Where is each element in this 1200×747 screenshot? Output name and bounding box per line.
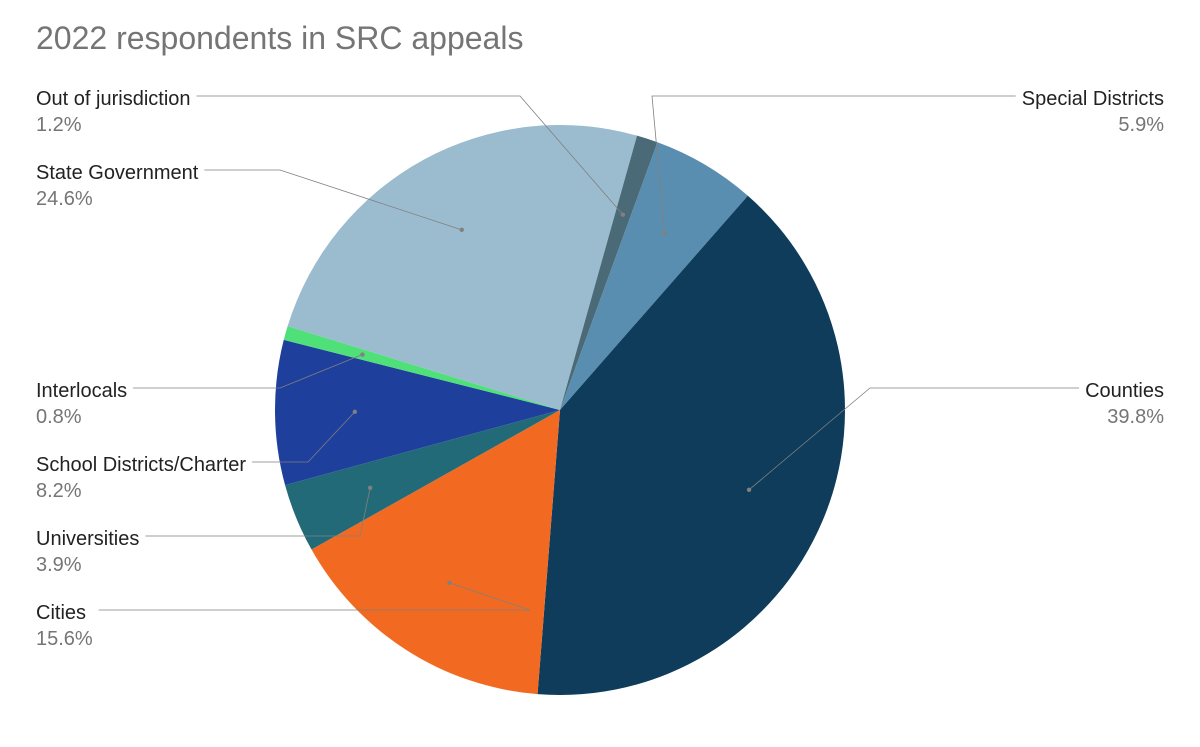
slice-label-name: Interlocals: [36, 378, 127, 404]
slice-label-name: Special Districts: [1022, 86, 1164, 112]
slice-label: School Districts/Charter8.2%: [36, 452, 246, 504]
slice-label: State Government24.6%: [36, 160, 198, 212]
slice-label: Cities15.6%: [36, 600, 93, 652]
slice-label-percent: 39.8%: [1085, 404, 1164, 430]
pie-chart: Out of jurisdiction1.2% State Government2…: [0, 0, 1200, 742]
leader-dot: [447, 581, 451, 585]
slice-label-percent: 8.2%: [36, 478, 246, 504]
slice-label-percent: 24.6%: [36, 186, 198, 212]
slice-label-name: Universities: [36, 526, 139, 552]
slice-label-name: Cities: [36, 600, 93, 626]
slice-label-percent: 5.9%: [1022, 112, 1164, 138]
slice-label-name: School Districts/Charter: [36, 452, 246, 478]
slice-label-percent: 0.8%: [36, 404, 127, 430]
slice-label: Out of jurisdiction1.2%: [36, 86, 191, 138]
slice-label-percent: 1.2%: [36, 112, 191, 138]
slice-label-name: Out of jurisdiction: [36, 86, 191, 112]
slice-label: Interlocals0.8%: [36, 378, 127, 430]
slice-label: Counties39.8%: [1085, 378, 1164, 430]
slice-label: Universities3.9%: [36, 526, 139, 578]
slice-label-percent: 3.9%: [36, 552, 139, 578]
slice-label-name: State Government: [36, 160, 198, 186]
slice-label: Special Districts5.9%: [1022, 86, 1164, 138]
slice-label-name: Counties: [1085, 378, 1164, 404]
slice-label-percent: 15.6%: [36, 626, 93, 652]
